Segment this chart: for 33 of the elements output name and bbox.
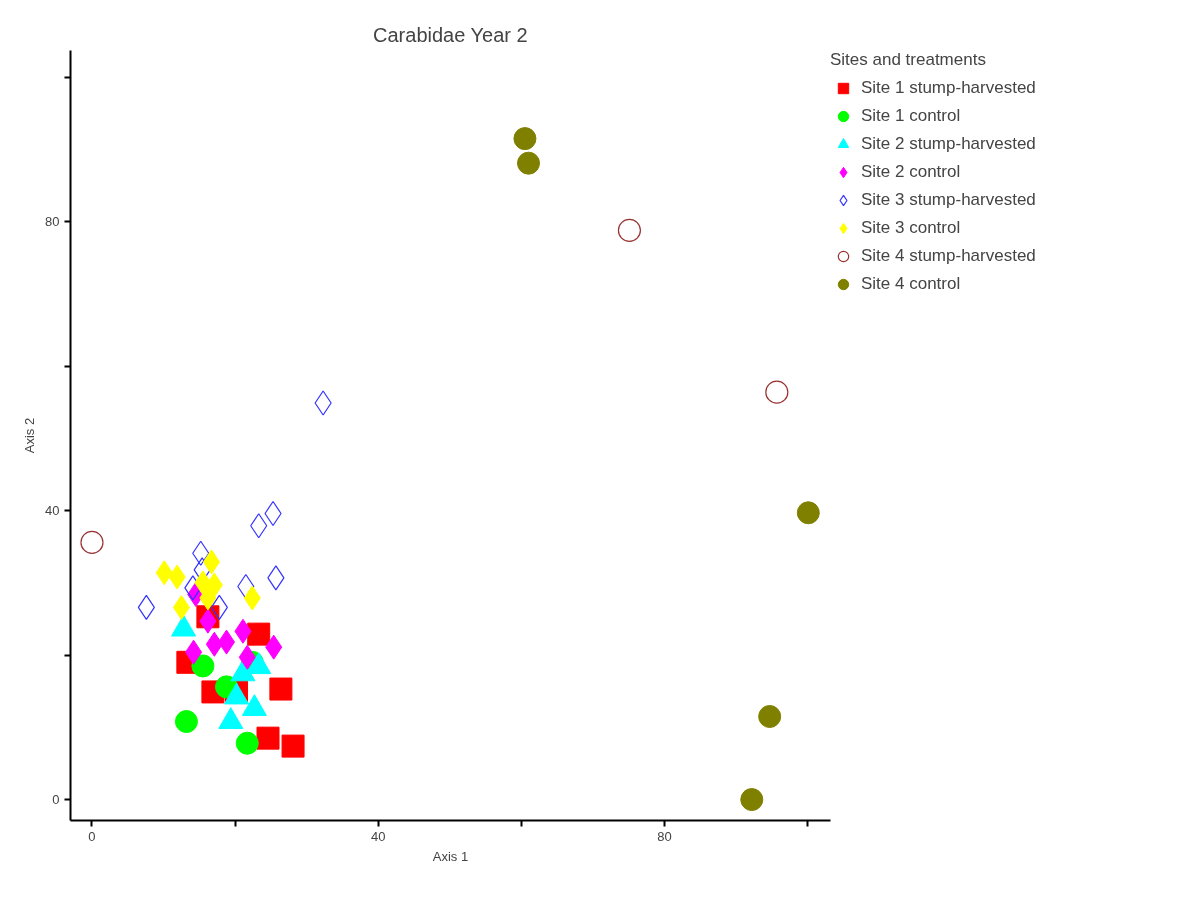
x-tick-label: 80 [657, 828, 672, 844]
y-axis-title: Axis 2 [22, 417, 38, 454]
point [80, 530, 104, 554]
point [235, 731, 259, 755]
point [740, 788, 764, 812]
point [281, 734, 305, 758]
x-axis-title: Axis 1 [432, 848, 469, 864]
legend-label: Site 3 stump-harvested [861, 190, 1036, 210]
point [269, 677, 293, 701]
point [617, 218, 642, 242]
y-tick-label: 0 [52, 792, 60, 808]
x-tick-label: 0 [88, 828, 96, 844]
point [174, 710, 198, 734]
chart-title: Carabidae Year 2 [373, 23, 528, 46]
point [765, 380, 789, 404]
legend-label: Site 1 control [861, 106, 961, 126]
point [247, 622, 271, 646]
legend-title: Sites and treatments [830, 50, 987, 70]
point [513, 127, 537, 151]
legend-label: Site 4 stump-harvested [861, 246, 1036, 266]
point [758, 705, 782, 728]
point [796, 501, 820, 525]
y-tick-label: 80 [45, 214, 60, 230]
point [256, 726, 280, 750]
point [517, 151, 540, 175]
x-tick-label: 40 [370, 828, 386, 844]
point [191, 654, 215, 678]
y-tick-label: 40 [45, 503, 60, 519]
legend-label: Site 4 control [861, 274, 961, 294]
legend-label: Site 2 stump-harvested [861, 134, 1036, 154]
legend-label: Site 1 stump-harvested [861, 78, 1036, 98]
legend-label: Site 2 control [861, 162, 961, 182]
legend-label: Site 3 control [861, 218, 961, 238]
